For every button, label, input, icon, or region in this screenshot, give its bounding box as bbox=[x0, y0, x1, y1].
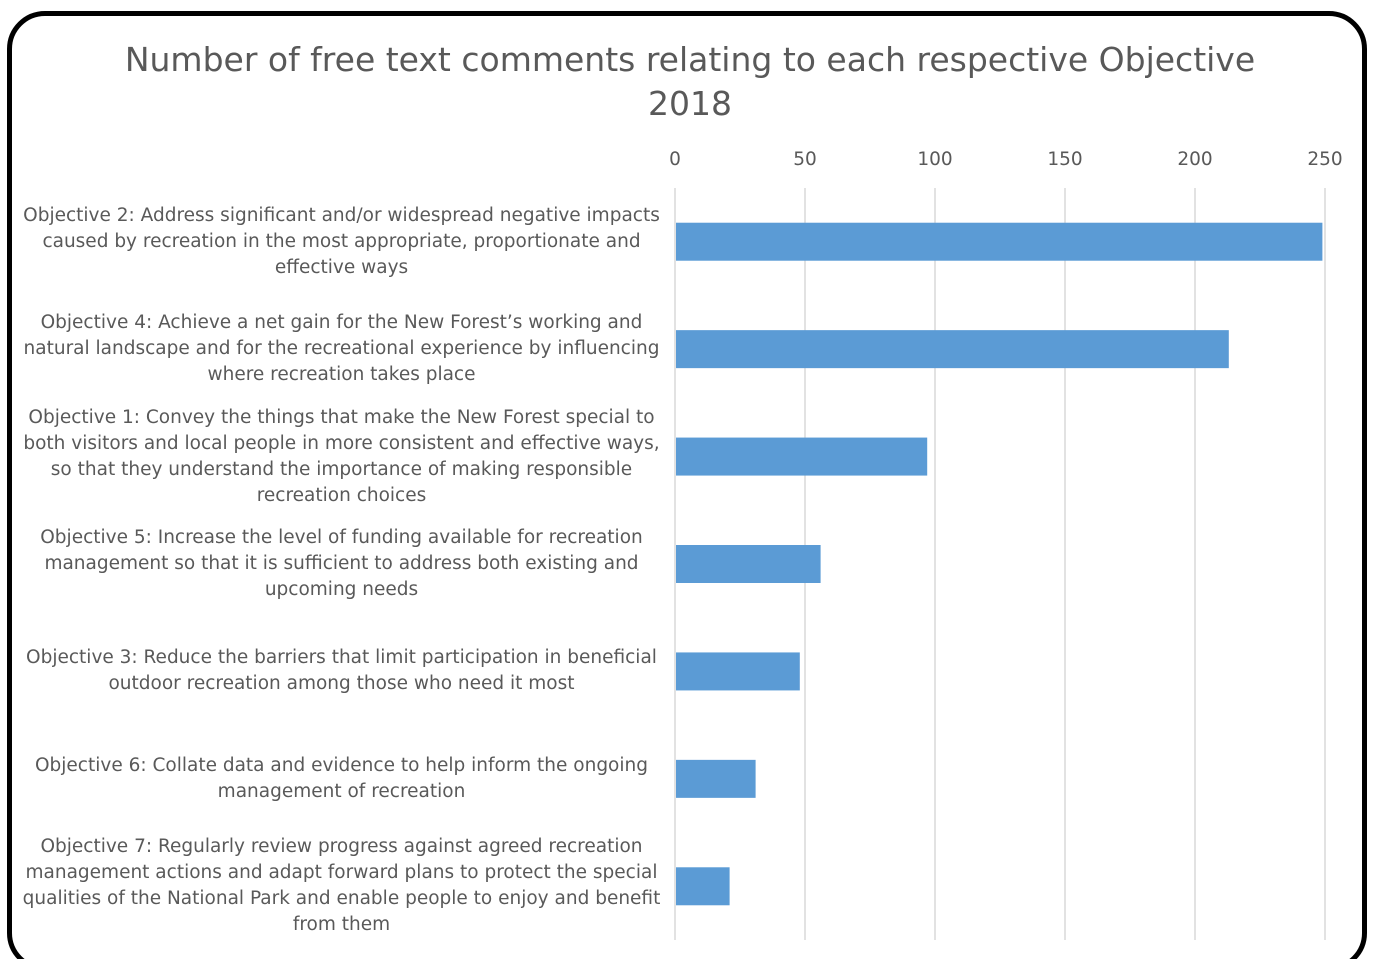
category-label-3: Objective 1: Convey the things that make… bbox=[20, 405, 663, 509]
x-tick-label-0: 0 bbox=[669, 149, 681, 170]
x-tick-label-100: 100 bbox=[917, 149, 952, 170]
category-label-4: Objective 5: Increase the level of fundi… bbox=[20, 525, 663, 603]
bar-4 bbox=[676, 545, 821, 583]
category-label-text: Objective 7: Regularly review progress a… bbox=[22, 836, 661, 936]
bar-2 bbox=[676, 330, 1229, 369]
x-tick-label-50: 50 bbox=[793, 149, 817, 170]
category-label-text: Objective 2: Address significant and/or … bbox=[23, 204, 660, 278]
category-label-text: Objective 5: Increase the level of fundi… bbox=[40, 527, 643, 600]
category-label-text: Objective 3: Reduce the barriers that li… bbox=[26, 647, 657, 695]
bar-5 bbox=[676, 652, 800, 691]
chart-frame bbox=[7, 11, 1367, 959]
category-label-6: Objective 6: Collate data and evidence t… bbox=[20, 753, 663, 805]
chart-title: Number of free text comments relating to… bbox=[0, 38, 1380, 126]
x-tick-label-150: 150 bbox=[1047, 149, 1082, 170]
category-label-5: Objective 3: Reduce the barriers that li… bbox=[20, 645, 663, 697]
chart-title-line-1: Number of free text comments relating to… bbox=[124, 40, 1256, 79]
chart-title-line-2: 2018 bbox=[648, 84, 732, 123]
x-tick-label-250: 250 bbox=[1307, 149, 1342, 170]
category-label-text: Objective 1: Convey the things that make… bbox=[23, 406, 660, 506]
category-label-2: Objective 4: Achieve a net gain for the … bbox=[20, 310, 663, 388]
bar-3 bbox=[676, 437, 928, 476]
bar-6 bbox=[676, 759, 756, 798]
category-label-1: Objective 2: Address significant and/or … bbox=[20, 203, 663, 281]
category-label-text: Objective 4: Achieve a net gain for the … bbox=[23, 312, 660, 386]
x-tick-label-200: 200 bbox=[1177, 149, 1212, 170]
category-label-text: Objective 6: Collate data and evidence t… bbox=[34, 754, 648, 802]
bar-1 bbox=[676, 222, 1323, 261]
bar-7 bbox=[676, 867, 730, 906]
category-label-7: Objective 7: Regularly review progress a… bbox=[20, 834, 663, 938]
